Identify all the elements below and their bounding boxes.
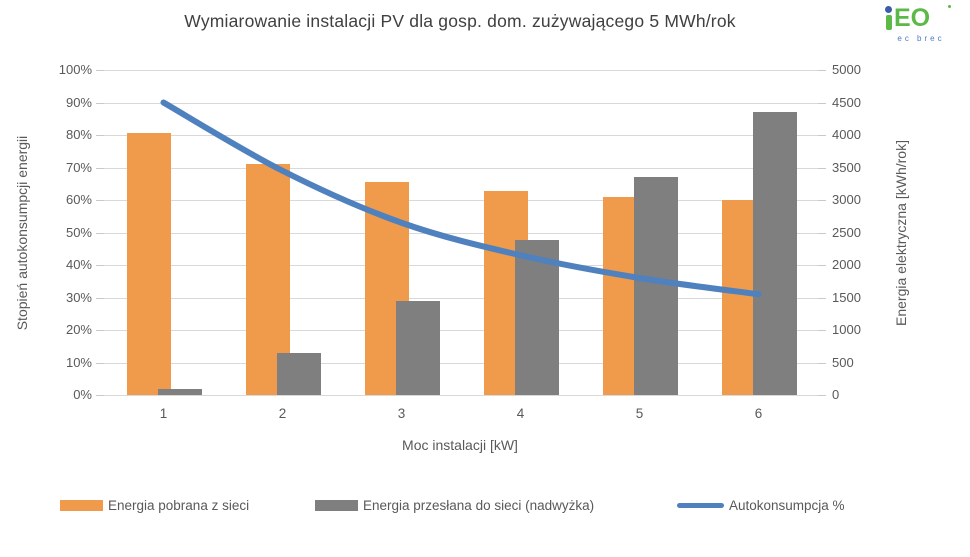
y-right-tick-label: 500 xyxy=(832,354,854,370)
x-tick-label: 3 xyxy=(397,406,406,421)
y-right-tick-label: 5000 xyxy=(832,62,861,77)
y-axis-tick-left xyxy=(96,135,104,136)
y-right-tick-label: 3000 xyxy=(832,192,861,207)
y-axis-tick-right xyxy=(818,362,826,364)
y-right-tick-label: 0 xyxy=(832,387,840,402)
logo-i-glyph xyxy=(885,5,893,31)
gridline xyxy=(104,265,818,266)
y-left-tick-label: 20% xyxy=(65,322,92,337)
x-tick-label: 5 xyxy=(635,406,644,421)
legend-label: Energia przesłana do sieci (nadwyżka) xyxy=(363,497,595,513)
y-left-tick-label: 80% xyxy=(65,127,92,142)
legend-swatch-gray-bar xyxy=(315,499,358,511)
legend-label: Energia pobrana z sieci xyxy=(108,497,250,513)
y-axis-tick-left xyxy=(96,265,104,266)
x-tick-label: 2 xyxy=(278,406,287,421)
y-right-tick-label: 4000 xyxy=(832,127,861,142)
legend-swatch-orange-bar xyxy=(60,499,103,511)
y-axis-tick-right xyxy=(818,395,826,396)
y-axis-tick-right xyxy=(818,135,826,136)
company-logo: EO ec brec xyxy=(885,5,957,43)
legend-item-energia-przeslana: Energia przesłana do sieci (nadwyżka) xyxy=(315,496,594,514)
legend-item-autokonsumpcja: Autokonsumpcja % xyxy=(677,496,845,514)
legend-item-energia-pobrana: Energia pobrana z sieci xyxy=(60,496,249,514)
x-tick-label: 6 xyxy=(754,406,763,421)
y-axis-tick-right xyxy=(818,265,826,266)
y-left-tick-label: 100% xyxy=(58,62,92,77)
y-right-tick-label: 3500 xyxy=(832,159,861,175)
x-axis-title: Moc instalacji [kW] xyxy=(402,437,518,453)
gridline xyxy=(104,167,818,169)
bar-energia-przeslana xyxy=(276,353,321,395)
y-right-tick-label: 2500 xyxy=(832,224,861,240)
bar-energia-przeslana xyxy=(514,240,559,395)
logo-subtext: ec brec xyxy=(897,34,945,43)
y-left-tick-label: 90% xyxy=(65,94,92,110)
y-axis-tick-left xyxy=(96,297,104,299)
logo-i-stem xyxy=(885,15,892,30)
y-axis-tick-right xyxy=(818,330,826,331)
logo-text: EO xyxy=(894,4,931,32)
gridline xyxy=(104,330,818,331)
y-right-tick-label: 4500 xyxy=(832,94,861,110)
gridline xyxy=(104,135,818,136)
y-left-tick-label: 60% xyxy=(65,192,92,207)
y-axis-tick-right xyxy=(818,70,826,71)
y-axis-title-right: Energia elektryczna [kWh/rok] xyxy=(893,140,909,326)
y-axis-title-left: Stopień autokonsumpcji energii xyxy=(14,135,30,331)
bar-energia-przeslana xyxy=(395,300,440,395)
gridline xyxy=(104,362,818,364)
x-tick-label: 4 xyxy=(516,406,525,421)
logo-i-dot-icon xyxy=(885,6,892,13)
x-tick-label: 1 xyxy=(159,406,168,421)
gridline xyxy=(104,297,818,299)
y-axis-tick-right xyxy=(818,297,826,299)
legend-label: Autokonsumpcja % xyxy=(729,497,845,513)
logo-trademark-dot-icon xyxy=(948,5,951,8)
bar-energia-pobrana xyxy=(126,133,171,395)
y-left-tick-label: 50% xyxy=(65,224,92,240)
bar-energia-przeslana xyxy=(157,388,202,395)
y-left-tick-label: 0% xyxy=(73,387,92,402)
y-left-tick-label: 70% xyxy=(65,159,92,175)
y-left-tick-label: 10% xyxy=(65,354,92,370)
y-right-tick-label: 2000 xyxy=(832,257,861,272)
y-axis-tick-left xyxy=(96,395,104,396)
gridline xyxy=(104,70,818,71)
y-axis-tick-left xyxy=(96,70,104,71)
y-left-tick-label: 40% xyxy=(65,257,92,272)
gridline xyxy=(104,395,818,396)
y-axis-tick-left xyxy=(96,330,104,331)
bar-energia-przeslana xyxy=(752,112,797,395)
bar-energia-przeslana xyxy=(633,176,678,395)
chart-title: Wymiarowanie instalacji PV dla gosp. dom… xyxy=(184,11,736,31)
y-right-tick-label: 1500 xyxy=(832,289,861,305)
y-right-tick-label: 1000 xyxy=(832,322,861,337)
y-axis-tick-right xyxy=(818,200,826,201)
y-axis-tick-left xyxy=(96,232,104,234)
y-axis-tick-right xyxy=(818,167,826,169)
gridline xyxy=(104,200,818,201)
y-axis-tick-left xyxy=(96,102,104,104)
logo-brand: EO xyxy=(885,5,957,31)
gridline xyxy=(104,102,818,104)
y-axis-tick-left xyxy=(96,167,104,169)
y-axis-tick-left xyxy=(96,362,104,364)
y-left-tick-label: 30% xyxy=(65,289,92,305)
gridline xyxy=(104,232,818,234)
y-axis-tick-right xyxy=(818,102,826,104)
y-axis-tick-left xyxy=(96,200,104,201)
y-axis-tick-right xyxy=(818,232,826,234)
legend-swatch-blue-line xyxy=(677,502,724,508)
